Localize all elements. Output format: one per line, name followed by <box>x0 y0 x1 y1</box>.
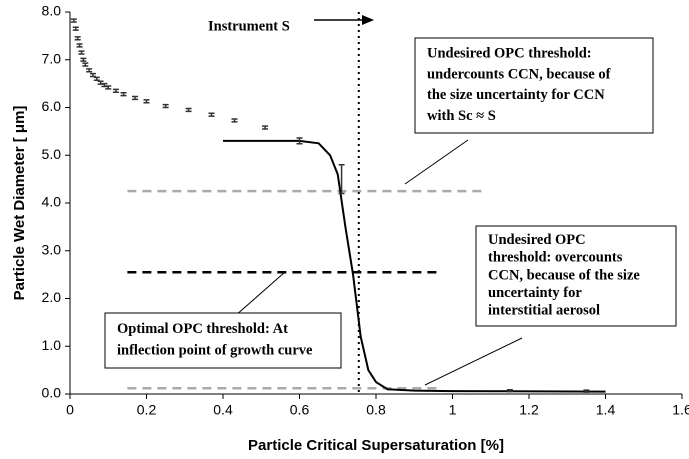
error-bar <box>70 18 77 23</box>
error-bar <box>185 107 192 113</box>
annotation-box <box>104 312 342 369</box>
error-bar <box>231 118 238 123</box>
annotation-text: inflection point of growth curve <box>117 343 313 359</box>
error-bar <box>72 26 79 31</box>
growth-curve <box>223 139 606 393</box>
y-tick-label: 2.0 <box>42 289 62 305</box>
annotation-text: CCN, because of the size <box>488 267 640 283</box>
annotation-text: threshold: overcounts <box>488 250 623 266</box>
y-tick-label: 5.0 <box>42 146 62 162</box>
x-tick-label: 0.4 <box>213 402 233 418</box>
x-tick-label: 0.2 <box>137 402 157 418</box>
x-tick-label: 1.2 <box>519 402 539 418</box>
x-axis-label: Particle Critical Supersaturation [%] <box>248 437 504 454</box>
error-bar <box>583 389 590 393</box>
error-bar <box>76 43 83 48</box>
error-bar <box>86 68 93 73</box>
error-bar <box>208 112 215 117</box>
annotation-text: Undesired OPC threshold: <box>427 46 592 62</box>
annotation-text: undercounts CCN, because of <box>427 66 611 82</box>
x-tick-label: 0.6 <box>290 402 310 418</box>
error-bar <box>78 50 85 55</box>
error-bar <box>105 85 112 90</box>
y-tick-label: 6.0 <box>42 98 62 114</box>
leader-line <box>404 139 469 185</box>
x-tick-label: 1.4 <box>596 402 616 418</box>
error-bar <box>89 72 96 78</box>
error-bar <box>143 99 150 104</box>
annotation-text: the size uncertainty for CCN <box>427 87 605 103</box>
error-bar <box>132 95 139 101</box>
x-tick-label: 0.8 <box>366 402 386 418</box>
error-bar <box>112 88 119 93</box>
y-tick-label: 7.0 <box>42 50 62 66</box>
annotation-text: interstitial aerosol <box>488 303 600 319</box>
annotation-text: Undesired OPC <box>488 232 586 248</box>
y-tick-label: 8.0 <box>42 3 62 19</box>
y-tick-label: 1.0 <box>42 337 62 353</box>
error-bar <box>262 125 269 130</box>
x-tick-label: 1 <box>449 402 457 418</box>
error-bar <box>74 36 81 41</box>
y-tick-label: 0.0 <box>42 385 62 401</box>
error-bar <box>338 164 345 195</box>
error-bar <box>80 57 87 62</box>
y-axis-label: Particle Wet Diameter [ μm] <box>11 106 28 301</box>
error-bar <box>296 137 303 145</box>
error-bar <box>506 388 513 393</box>
leader-line <box>424 337 523 386</box>
annotation-text: Optimal OPC threshold: At <box>117 321 288 337</box>
error-bar <box>162 103 169 109</box>
instrument-label: Instrument S <box>208 18 290 34</box>
annotation-text: uncertainty for <box>488 285 582 301</box>
annotation-box <box>414 37 654 134</box>
y-tick-label: 4.0 <box>42 194 62 210</box>
error-bar <box>93 76 100 82</box>
x-tick-label: 1.6 <box>672 402 689 418</box>
y-tick-label: 3.0 <box>42 241 62 257</box>
error-bar <box>82 62 89 67</box>
error-bar <box>120 91 127 97</box>
arrow-head <box>362 15 374 25</box>
annotation-box <box>475 225 677 327</box>
annotation-text: with Sc ≈ S <box>427 108 496 124</box>
leader-line <box>234 271 286 317</box>
x-tick-label: 0 <box>66 402 74 418</box>
